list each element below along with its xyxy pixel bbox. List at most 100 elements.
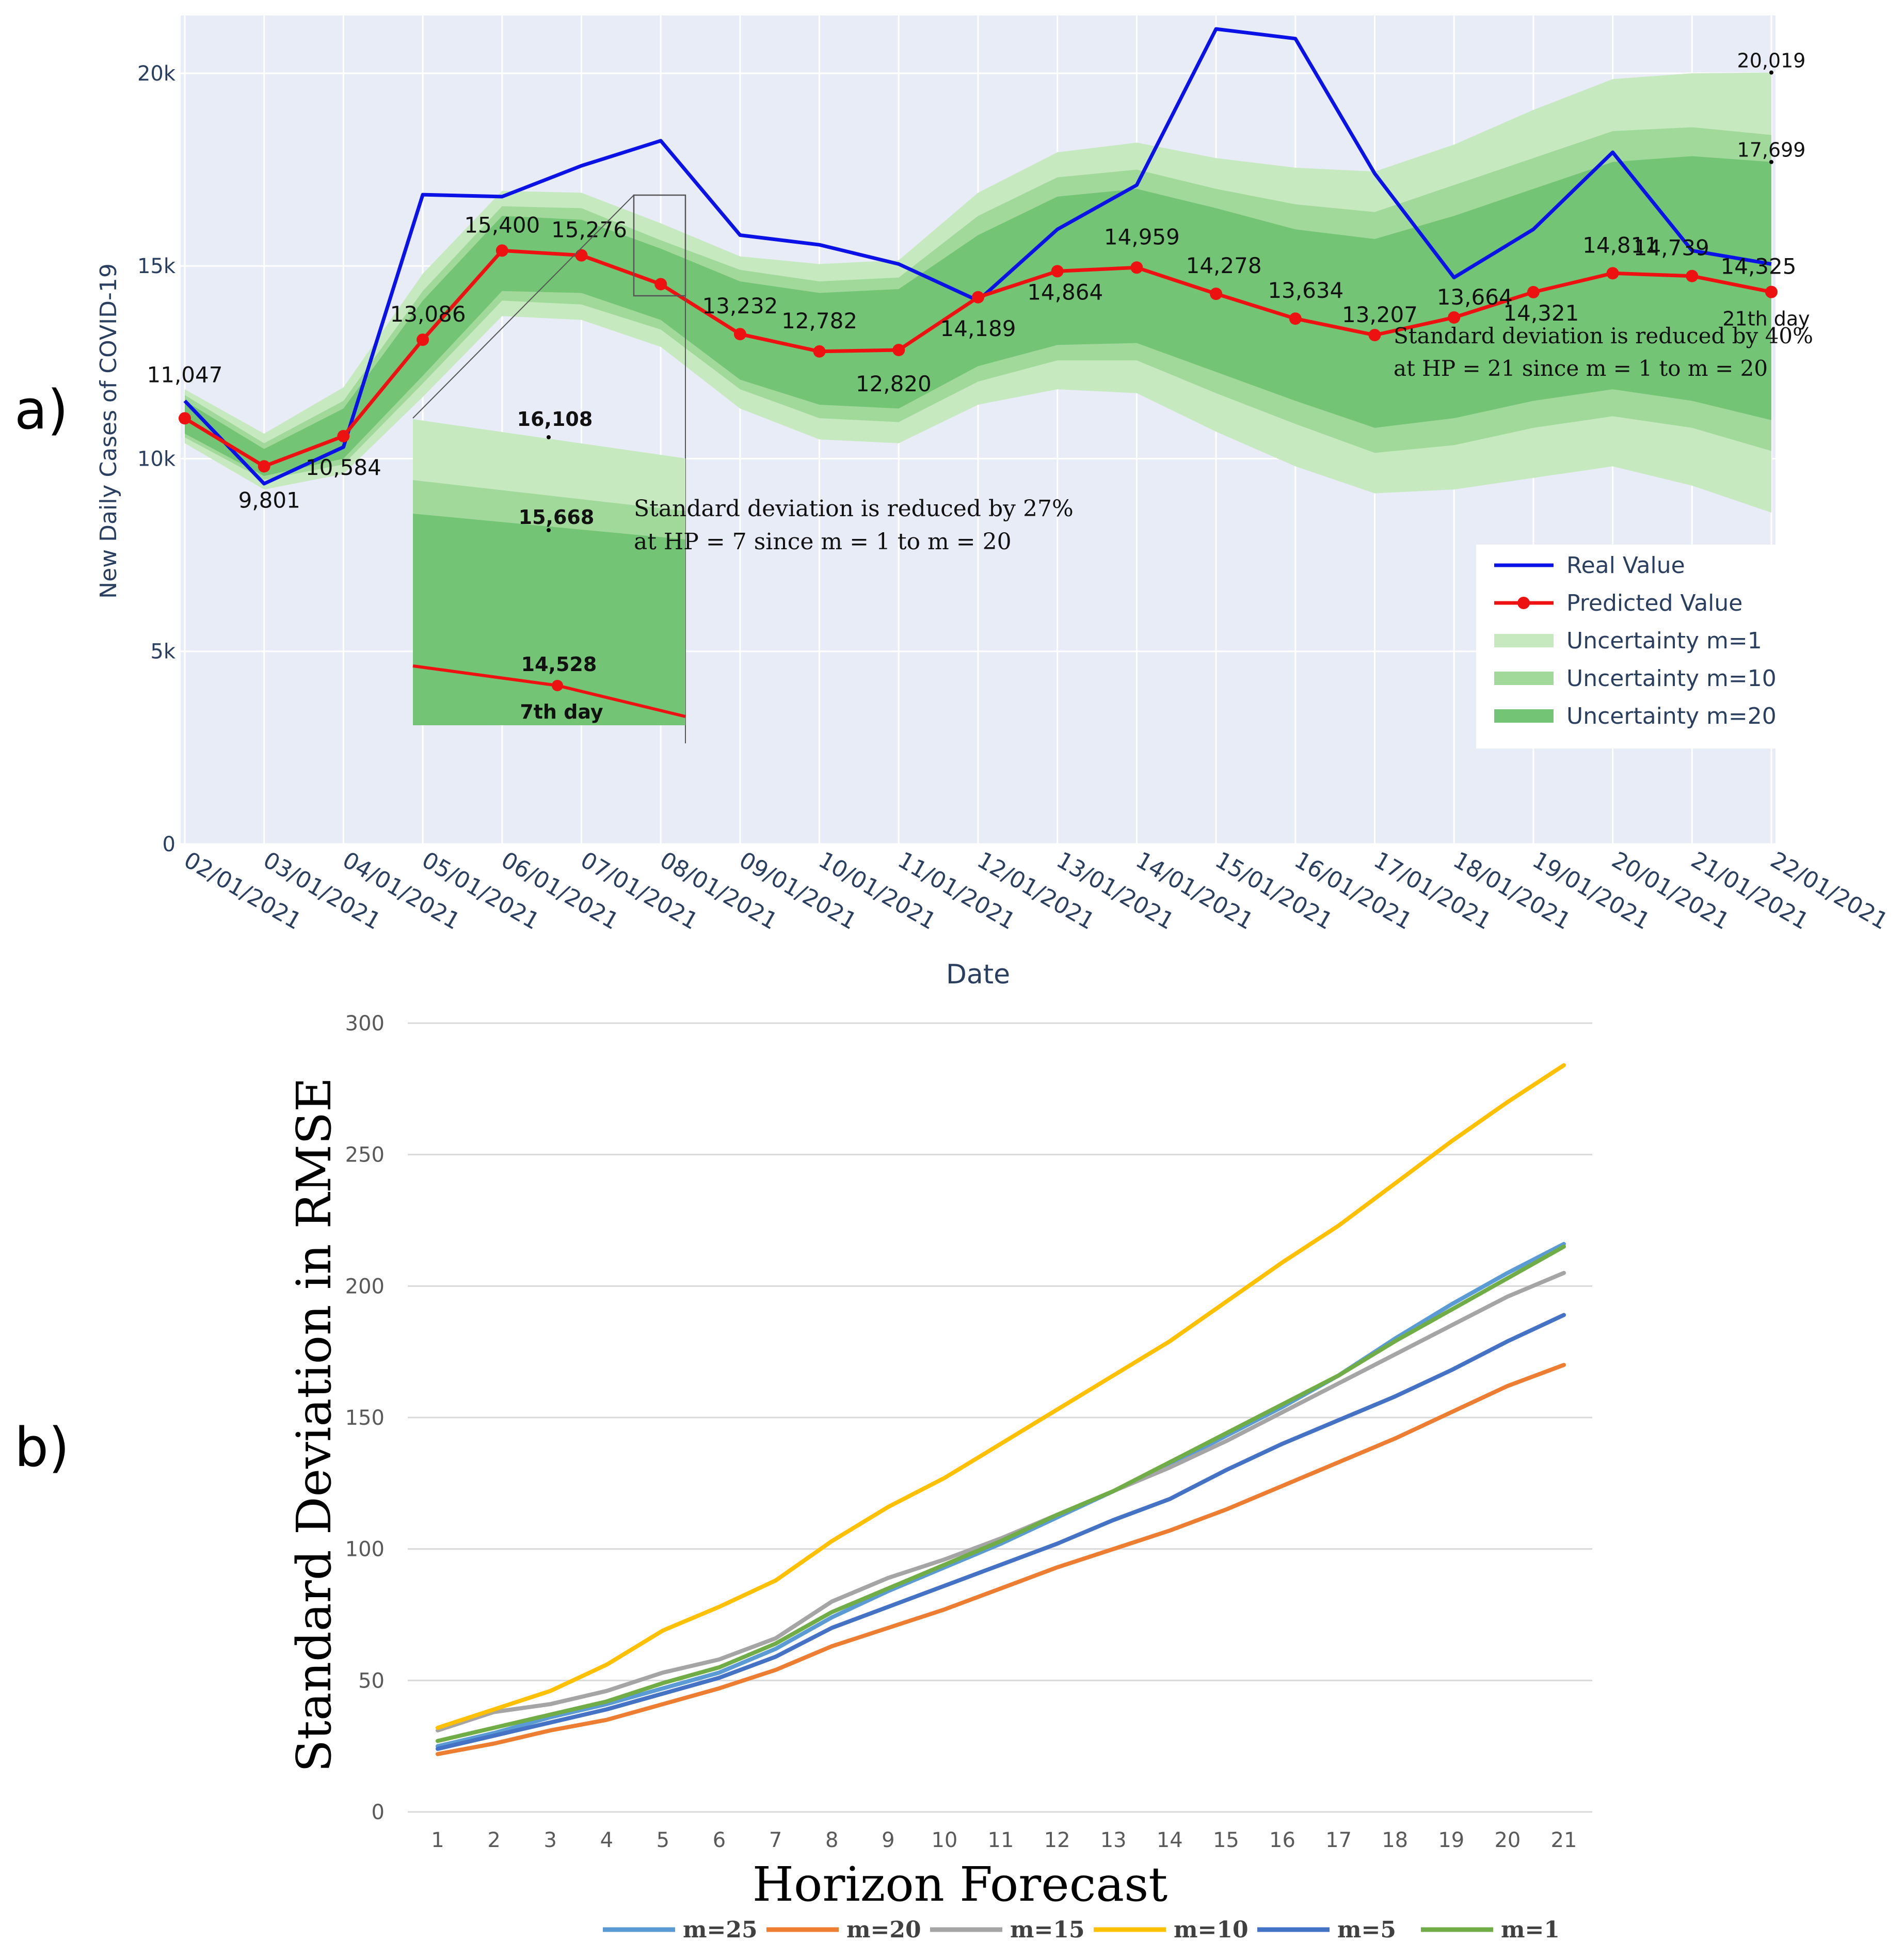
chart-b-x-tick-label: 14: [1157, 1828, 1183, 1852]
chart-a-point-label: 13,207: [1342, 302, 1418, 327]
chart-a-zoom-connector: [412, 195, 634, 419]
chart-a-predicted-point: [1527, 285, 1540, 298]
chart-b-series-m-15-line: [436, 1270, 1566, 1733]
chart-b-y-axis-label: Standard Deviation in RMSE: [286, 1077, 342, 1772]
chart-a-annotation-21th-day: 21th day: [1722, 308, 1810, 330]
chart-a-band-m20: [185, 156, 1771, 476]
chart-b-y-tick-label: 100: [345, 1538, 385, 1562]
chart-a-point-label: 13,086: [390, 301, 466, 327]
chart-a-predicted-point: [1765, 285, 1778, 298]
chart-b-x-tick-label: 21: [1551, 1828, 1577, 1852]
chart-a-legend-label: Predicted Value: [1566, 590, 1742, 616]
chart-b-x-axis-label: Horizon Forecast: [753, 1857, 1168, 1912]
chart-a-y-tick-label: 20k: [137, 62, 176, 86]
chart-a-inset-label-pred: 14,528: [521, 653, 597, 676]
chart-a-inset-label-mid: 15,668: [519, 506, 595, 529]
chart-b-x-tick-label: 9: [882, 1828, 894, 1852]
chart-a-point-label: 10,584: [306, 455, 381, 480]
chart-b-x-tick-label: 10: [931, 1828, 957, 1852]
chart-b-panel-label: b): [14, 1416, 70, 1479]
chart-b-x-tick-label: 16: [1269, 1828, 1295, 1852]
chart-a-band-marker: [1769, 160, 1773, 164]
chart-a-predicted-point: [1686, 269, 1699, 282]
chart-a-predicted-point: [1289, 312, 1302, 325]
chart-b-legend-label: m=5: [1337, 1917, 1396, 1942]
chart-b-x-tick-label: 2: [487, 1828, 500, 1852]
chart-a-legend-label: Uncertainty m=20: [1566, 703, 1777, 729]
chart-a-point-label: 14,864: [1027, 279, 1103, 305]
chart-a-inset-label-top: 16,108: [517, 408, 593, 431]
chart-a-predicted-point: [575, 249, 588, 262]
chart-b-x-tick-label: 15: [1213, 1828, 1239, 1852]
chart-a-point-label: 15,400: [464, 212, 540, 237]
chart-a-point-label: 14,278: [1186, 253, 1262, 278]
chart-a-point-label: 14,189: [940, 316, 1016, 341]
chart-b-series-m-10-line: [436, 1063, 1566, 1730]
chart-a-predicted-point: [1130, 261, 1143, 274]
chart-a-inset-marker: [547, 435, 551, 439]
chart-a-y-tick-label: 15k: [137, 254, 176, 278]
chart-b-series-m-1-line: [436, 1244, 1566, 1743]
chart-a-predicted-point: [654, 278, 667, 291]
chart-b-legend: m=25 m=20 m=15 m=10 m=5 m=1: [603, 1917, 1560, 1942]
chart-a-predicted-point: [258, 460, 270, 473]
chart-b-x-tick-label: 1: [431, 1828, 444, 1852]
chart-b-x-tick-label: 4: [600, 1828, 613, 1852]
chart-a-predicted-point: [733, 328, 746, 341]
chart-a-predicted-point: [972, 291, 984, 304]
chart-b-x-tick-label: 20: [1494, 1828, 1521, 1852]
chart-a-predicted-point: [495, 244, 508, 257]
chart-a-zoom-box: [633, 194, 686, 297]
chart-b-x-tick-label: 12: [1044, 1828, 1070, 1852]
chart-a-inset-band-m20: [413, 514, 685, 725]
chart-a-predicted-point: [1368, 329, 1381, 342]
chart-a-panel-label: a): [14, 378, 68, 441]
chart-a-predicted-point: [1606, 267, 1619, 280]
chart-b-series-m-25-line: [436, 1241, 1566, 1748]
chart-a-y-tick-label: 5k: [150, 640, 175, 664]
chart-a-point-label: 12,782: [781, 308, 857, 333]
chart-a-point-label: 13,664: [1437, 284, 1513, 310]
chart-a-point-label: 14,321: [1503, 300, 1579, 326]
chart-b-legend-label: m=25: [683, 1917, 758, 1942]
chart-a-x-axis-label: Date: [946, 959, 1010, 990]
chart-a-point-label: 11,047: [147, 362, 223, 387]
chart-b-x-tick-label: 5: [657, 1828, 669, 1852]
chart-a-legend-label: Real Value: [1566, 552, 1685, 579]
chart-b-y-tick-label: 50: [358, 1669, 385, 1693]
chart-a-inset-note-line2: at HP = 7 since m = 1 to m = 20: [634, 529, 1012, 555]
chart-a-inset-label-day: 7th day: [520, 701, 603, 723]
chart-a-inset-point: [552, 680, 563, 691]
chart-a-predicted-point: [1210, 288, 1223, 300]
chart-a-y-tick-label: 0: [163, 833, 175, 856]
chart-a-point-label: 14,959: [1104, 224, 1180, 249]
chart-b-x-tick-label: 13: [1100, 1828, 1127, 1852]
chart-b-x-tick-label: 7: [769, 1828, 782, 1852]
chart-b-legend-label: m=10: [1174, 1917, 1249, 1942]
chart-a-predicted-point: [1448, 311, 1461, 324]
chart-b-x-tick-label: 18: [1382, 1828, 1408, 1852]
chart-a-legend-marker: [1517, 597, 1530, 609]
chart-b-legend-label: m=1: [1501, 1917, 1560, 1942]
chart-b-series-m-20-line: [436, 1363, 1566, 1756]
chart-a-point-label: 15,276: [551, 217, 627, 243]
chart-a-point-label: 9,801: [238, 487, 300, 513]
chart-a-predicted-point: [337, 429, 350, 442]
chart-b-y-tick-label: 250: [345, 1143, 385, 1167]
chart-b-legend-label: m=20: [846, 1917, 921, 1942]
chart-a-annotation-sd40-line2: at HP = 21 since m = 1 to m = 20: [1394, 356, 1768, 381]
chart-a-point-label: 14,739: [1634, 235, 1709, 261]
chart-b-y-tick-label: 0: [372, 1801, 385, 1824]
chart-b-y-tick-label: 200: [345, 1275, 385, 1298]
chart-b-x-tick-label: 6: [713, 1828, 726, 1852]
chart-a-inset-note-line1: Standard deviation is reduced by 27%: [634, 496, 1074, 522]
chart-a-y-axis-label: New Daily Cases of COVID-19: [95, 263, 122, 599]
chart-a-predicted-point: [417, 333, 429, 346]
chart-a-predicted-point: [1051, 265, 1064, 278]
chart-a-legend-label: Uncertainty m=10: [1566, 665, 1777, 692]
chart-a-legend-label: Uncertainty m=1: [1566, 628, 1762, 654]
chart-b-x-tick-label: 19: [1438, 1828, 1464, 1852]
